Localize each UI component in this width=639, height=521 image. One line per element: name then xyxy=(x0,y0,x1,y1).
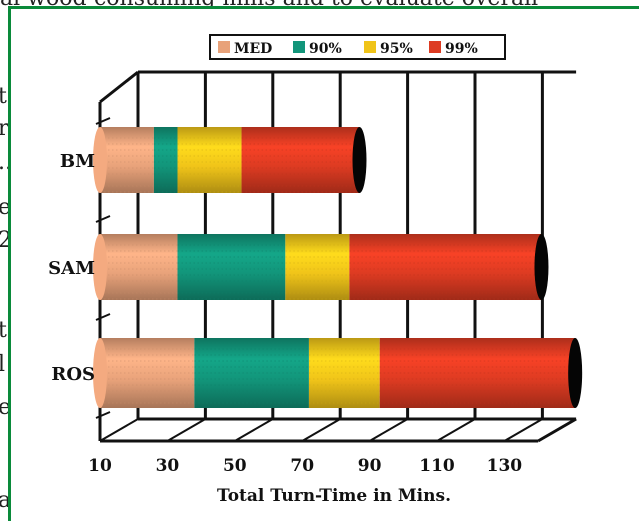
floor-gridline xyxy=(100,419,138,441)
legend-swatch xyxy=(429,41,441,53)
bar-sam-99pct xyxy=(349,234,541,300)
floor-gridline xyxy=(504,419,542,441)
bar-sam-95pct xyxy=(285,234,349,300)
bar-end-cap-ros xyxy=(568,338,582,408)
legend-swatch xyxy=(293,41,305,53)
legend-swatch xyxy=(218,41,230,53)
legend: MED 90% 95% 99% xyxy=(210,35,505,59)
bar-start-cap-ros xyxy=(93,338,107,408)
wall-tick xyxy=(96,118,110,124)
x-tick-label: 130 xyxy=(487,456,523,476)
bar-bm-90pct xyxy=(154,127,178,193)
x-tick-label: 10 xyxy=(88,456,112,476)
bar-sam-med xyxy=(100,234,178,300)
legend-label: MED xyxy=(234,41,272,57)
floor-gridline xyxy=(235,419,273,441)
bar-end-cap-sam xyxy=(534,234,548,300)
x-tick-label: 30 xyxy=(156,456,180,476)
bar-end-cap-bm xyxy=(352,127,366,193)
x-axis-title: Total Turn-Time in Mins. xyxy=(217,486,451,506)
legend-label: 99% xyxy=(445,41,478,57)
wall-tick xyxy=(96,412,110,418)
x-tick-label: 70 xyxy=(290,456,314,476)
label-layer: BM SAM ROS 10 30 50 70 90 110 130 Total Turn-Time … xyxy=(48,151,522,506)
bar-bm-99pct xyxy=(242,127,360,193)
x-tick-label: 90 xyxy=(358,456,382,476)
category-label-ros: ROS xyxy=(51,364,95,385)
bar-start-cap-sam xyxy=(93,234,107,300)
category-label-bm: BM xyxy=(60,151,95,172)
floor-gridline xyxy=(370,419,408,441)
floor-gridline xyxy=(167,419,205,441)
bar-start-cap-bm xyxy=(93,127,107,193)
bar-bm-med xyxy=(100,127,154,193)
bar-sam-90pct xyxy=(178,234,286,300)
wall-tick xyxy=(96,314,110,320)
floor-gridline xyxy=(302,419,340,441)
wall-edge-line xyxy=(100,72,138,102)
x-tick-label: 50 xyxy=(223,456,247,476)
legend-label: 90% xyxy=(309,41,342,57)
legend-swatch xyxy=(364,41,376,53)
bar-bm-95pct xyxy=(178,127,242,193)
wall-tick xyxy=(96,216,110,222)
legend-label: 95% xyxy=(380,41,413,57)
floor-right-edge xyxy=(538,419,576,441)
bar-layer xyxy=(93,127,582,408)
x-tick-label: 110 xyxy=(419,456,455,476)
floor-gridline xyxy=(437,419,475,441)
category-label-sam: SAM xyxy=(48,258,95,279)
